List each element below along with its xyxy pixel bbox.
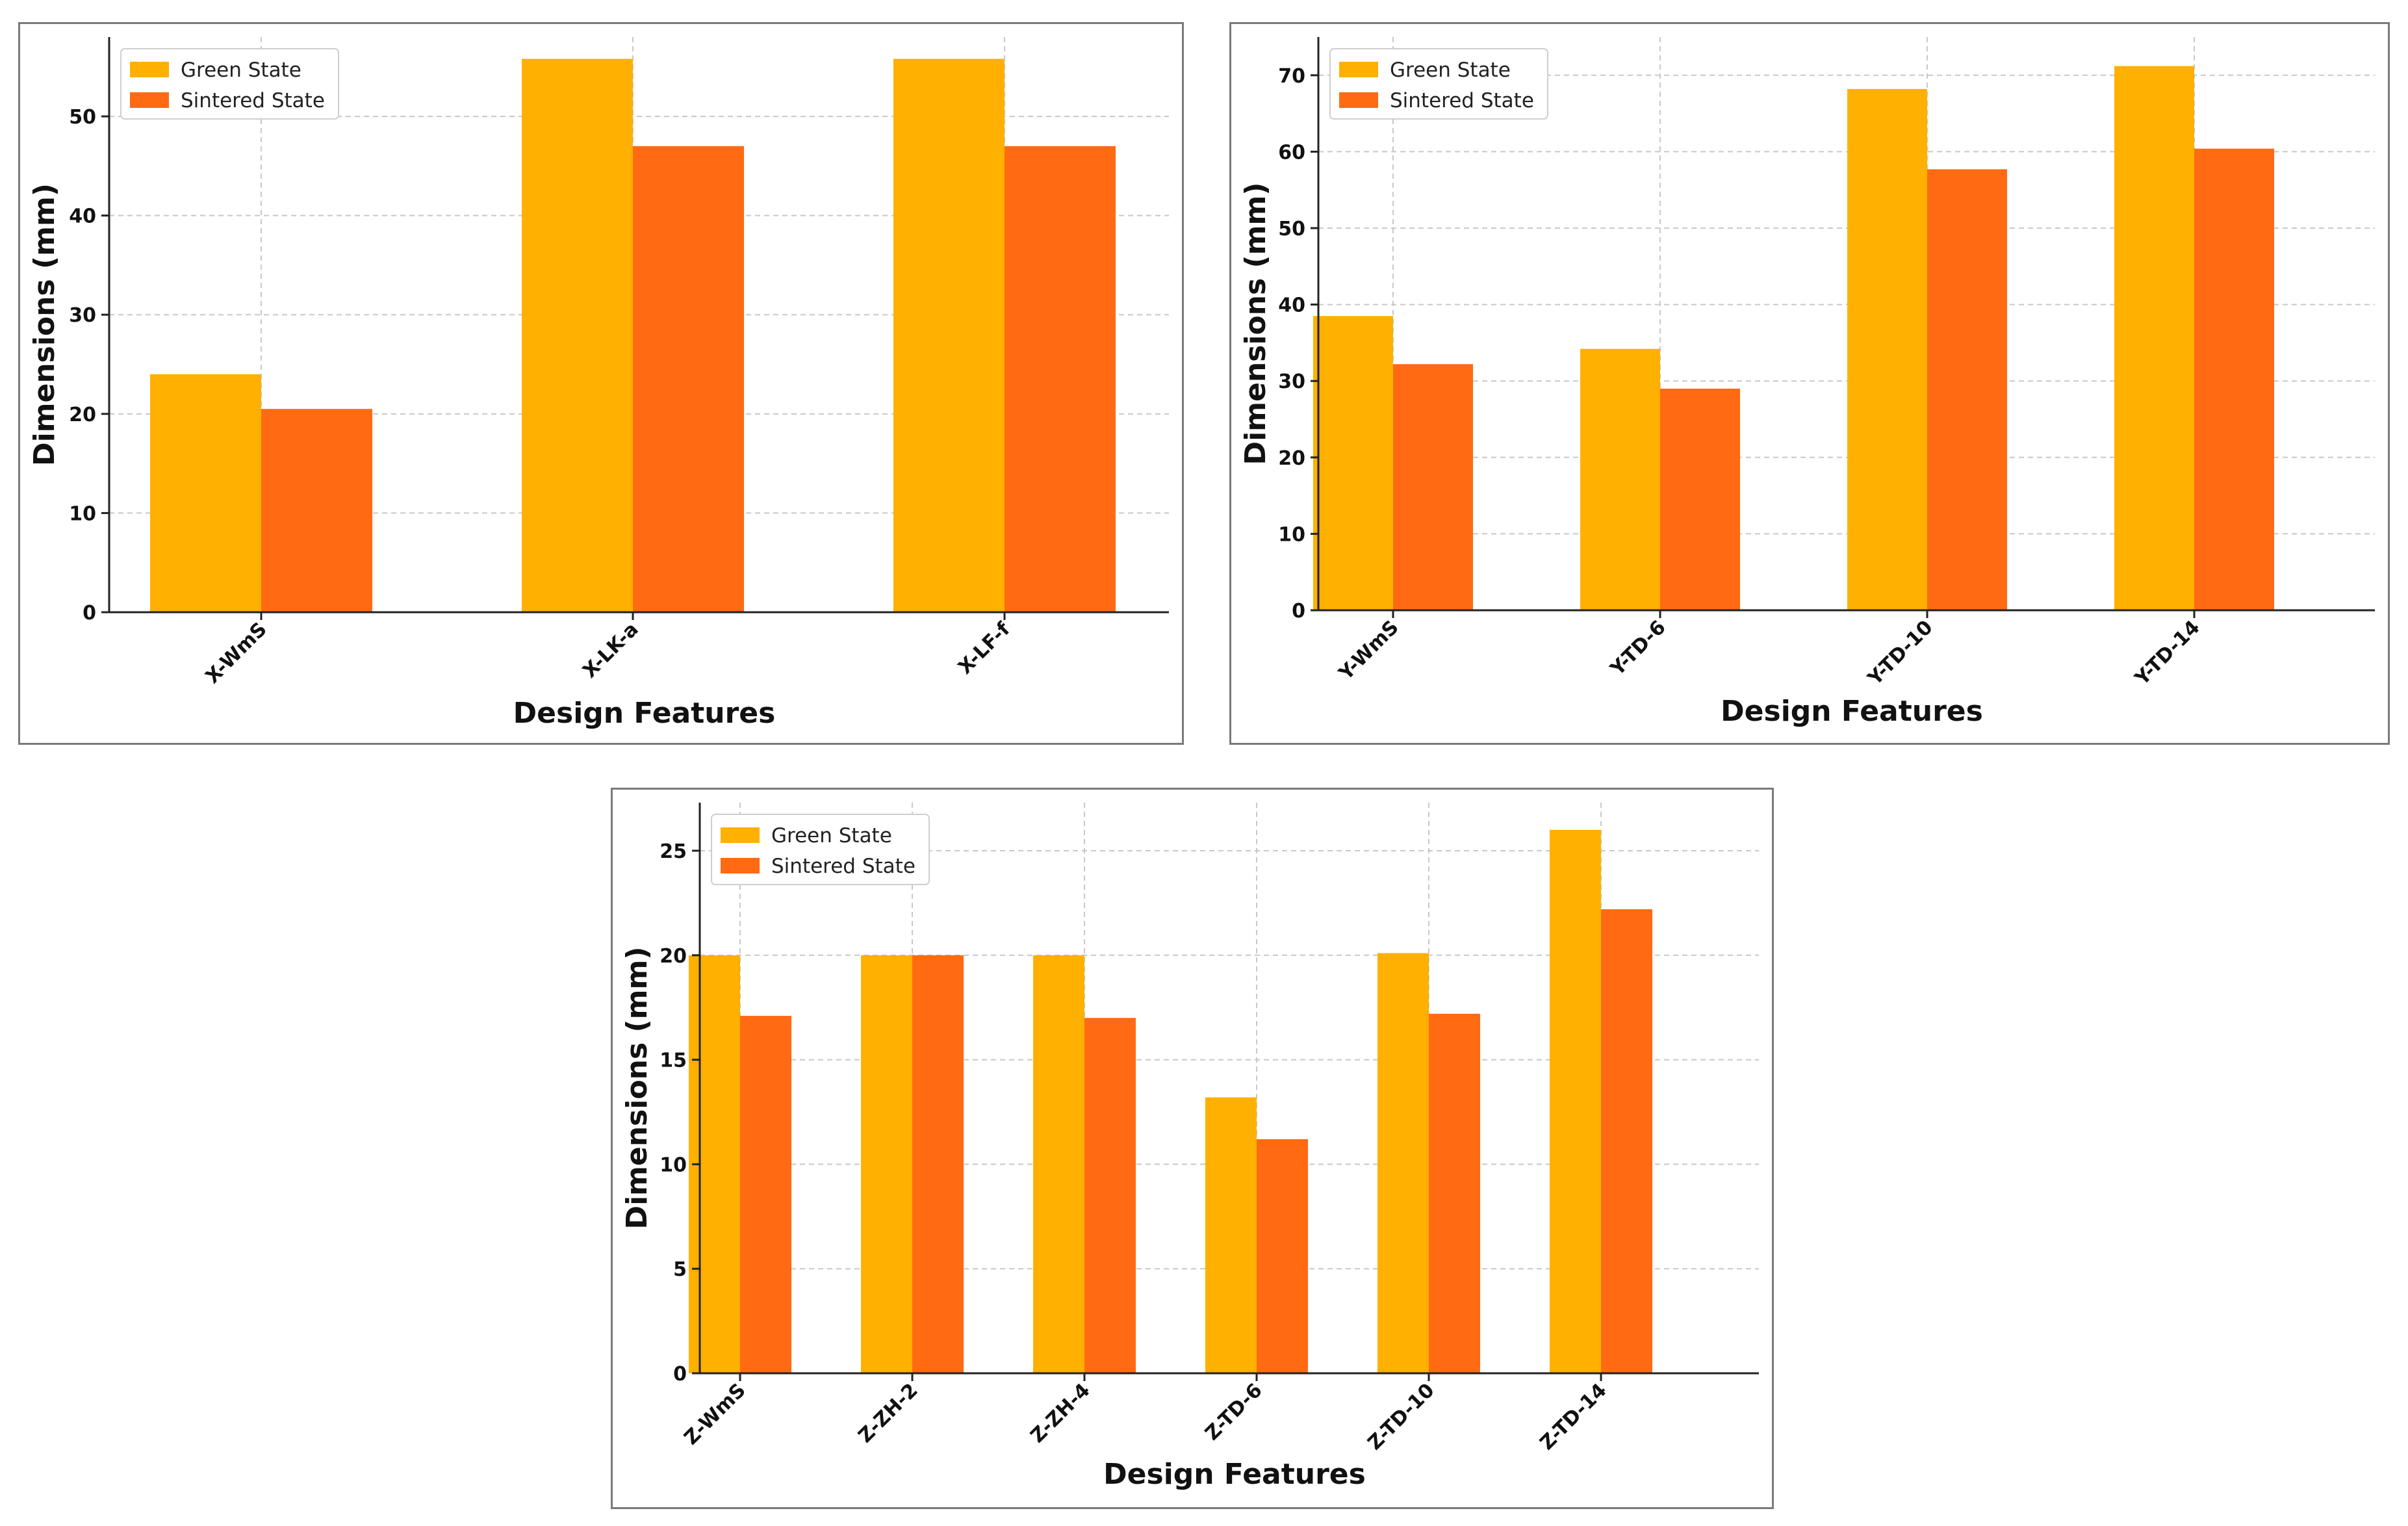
legend-swatch-green-state	[130, 62, 169, 77]
chart-panel-z: 0 5 10 15 20 25 Z-WmS Z-ZH-2 Z-ZH-4 Z-TD-6 Z-TD-10…	[611, 788, 1774, 1509]
x-tick-label: Y-TD-6	[1606, 616, 1670, 680]
x-tick-label: X-LK-a	[578, 618, 643, 682]
y-tick-label: 15	[660, 1050, 687, 1072]
bar-green-state-z-zh-4	[1033, 955, 1084, 1373]
y-tick-label: 10	[1278, 523, 1305, 546]
legend-label-green-state: Green State	[771, 824, 892, 847]
chart-panel-x: 0 10 20 30 40 50 X-WmS X-LK-a X-LF-f Design Featu…	[18, 22, 1184, 745]
bar-green-state-z-zh-2	[861, 955, 912, 1373]
bar-sintered-state-x-lk-a	[633, 146, 744, 612]
chart-panel-y: 0 10 20 30 40 50 60 70 Y-WmS Y-TD-6 Y-TD-10 Y-TD-14…	[1229, 22, 2390, 745]
y-axis-title: Dimensions (mm)	[1239, 183, 1272, 465]
bars	[689, 829, 1652, 1373]
bar-sintered-state-y-wms	[1393, 364, 1473, 610]
legend-label-sintered-state: Sintered State	[181, 89, 325, 112]
legend-box	[120, 48, 339, 120]
x-tick-label: Z-WmS	[680, 1379, 750, 1449]
bar-chart-y: 0 10 20 30 40 50 60 70 Y-WmS Y-TD-6 Y-TD-10 Y-TD-14…	[1239, 37, 2375, 728]
bars	[150, 58, 1116, 612]
bar-green-state-y-td-14	[2114, 66, 2194, 611]
bar-sintered-state-y-td-6	[1660, 388, 1740, 610]
y-tick-label: 0	[83, 602, 96, 625]
bar-sintered-state-y-td-10	[1927, 169, 2007, 610]
legend-swatch-green-state	[721, 827, 760, 843]
legend-swatch-sintered-state	[130, 92, 169, 108]
x-tick-label: X-WmS	[201, 618, 272, 688]
bar-green-state-x-wms	[150, 374, 261, 612]
y-tick-label: 10	[69, 502, 96, 525]
bar-green-state-x-lf-f	[893, 58, 1005, 612]
x-tick-label: Z-ZH-4	[1026, 1379, 1094, 1447]
x-tick-label: Y-TD-14	[2130, 616, 2204, 690]
bar-chart-x: 0 10 20 30 40 50 X-WmS X-LK-a X-LF-f Design Featu…	[28, 37, 1169, 730]
y-tick-label: 40	[69, 205, 96, 228]
y-tick-label: 20	[660, 945, 687, 968]
legend-swatch-sintered-state	[1339, 92, 1378, 108]
bar-green-state-y-td-10	[1847, 88, 1927, 610]
bar-green-state-z-td-10	[1377, 953, 1429, 1373]
x-axis-title: Design Features	[1721, 695, 1983, 728]
y-tick-label: 20	[69, 404, 96, 426]
legend-label-sintered-state: Sintered State	[1390, 89, 1534, 112]
x-tick-label: Z-TD-14	[1535, 1379, 1611, 1455]
bar-sintered-state-x-lf-f	[1005, 146, 1116, 612]
bar-sintered-state-z-td-6	[1257, 1139, 1308, 1373]
y-tick-label: 0	[673, 1363, 687, 1386]
legend-swatch-green-state	[1339, 62, 1378, 77]
x-tick-label: Y-TD-10	[1863, 616, 1937, 690]
bar-sintered-state-z-td-14	[1601, 909, 1652, 1373]
x-tick-label: Y-WmS	[1334, 616, 1403, 685]
y-tick-label: 50	[69, 106, 96, 129]
bar-green-state-y-td-6	[1580, 348, 1660, 610]
legend-box	[1329, 48, 1548, 120]
bar-sintered-state-z-td-10	[1429, 1013, 1480, 1373]
bar-sintered-state-z-zh-4	[1084, 1018, 1136, 1373]
y-tick-label: 30	[69, 304, 96, 327]
bar-sintered-state-y-td-14	[2194, 148, 2274, 611]
x-axis-title: Design Features	[513, 697, 776, 730]
y-tick-label: 5	[673, 1258, 687, 1281]
y-tick-label: 10	[660, 1154, 687, 1176]
legend-label-green-state: Green State	[1390, 58, 1511, 82]
y-tick-label: 40	[1278, 294, 1305, 317]
bar-green-state-z-td-14	[1550, 829, 1601, 1373]
x-tick-label: Z-ZH-2	[854, 1379, 922, 1447]
bar-sintered-state-z-wms	[740, 1016, 791, 1373]
legend: Green State Sintered State	[711, 814, 930, 885]
y-tick-label: 70	[1278, 65, 1305, 88]
legend: Green State Sintered State	[120, 48, 339, 120]
legend-box	[711, 814, 930, 885]
y-tick-label: 25	[660, 840, 687, 863]
legend-label-green-state: Green State	[181, 58, 301, 82]
x-axis-title: Design Features	[1103, 1458, 1366, 1491]
bar-chart-z: 0 5 10 15 20 25 Z-WmS Z-ZH-2 Z-ZH-4 Z-TD-6 Z-TD-10…	[621, 803, 1759, 1491]
y-tick-label: 30	[1278, 370, 1305, 393]
y-tick-label: 0	[1292, 600, 1305, 623]
bar-green-state-z-td-6	[1205, 1097, 1257, 1373]
y-axis-title: Dimensions (mm)	[28, 183, 61, 466]
bars	[1313, 66, 2274, 611]
y-axis-title: Dimensions (mm)	[621, 947, 654, 1230]
legend-label-sintered-state: Sintered State	[771, 855, 916, 878]
y-tick-label: 20	[1278, 447, 1305, 470]
y-tick-label: 60	[1278, 141, 1305, 164]
bar-sintered-state-x-wms	[261, 409, 372, 612]
bar-green-state-y-wms	[1313, 316, 1393, 610]
legend-swatch-sintered-state	[721, 858, 760, 873]
x-tick-label: X-LF-f	[954, 617, 1015, 679]
legend: Green State Sintered State	[1329, 48, 1548, 120]
bar-sintered-state-z-zh-2	[912, 955, 964, 1373]
bar-green-state-x-lk-a	[522, 58, 633, 612]
x-tick-label: Z-TD-6	[1201, 1379, 1266, 1445]
x-tick-label: Z-TD-10	[1363, 1379, 1439, 1455]
y-tick-label: 50	[1278, 218, 1305, 240]
